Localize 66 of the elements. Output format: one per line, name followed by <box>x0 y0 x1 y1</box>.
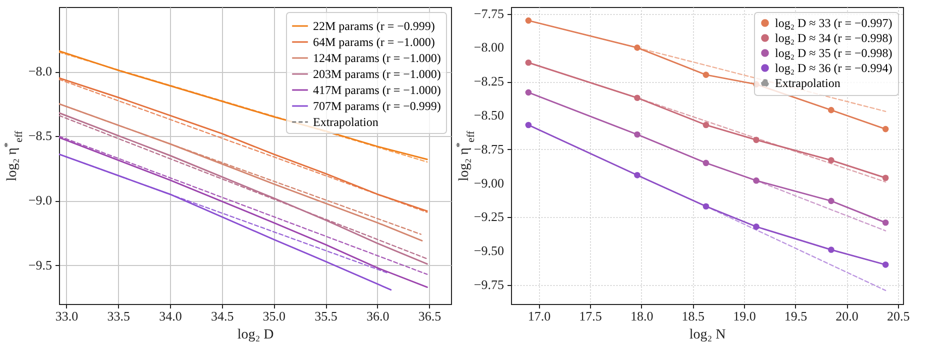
x-tick-label: 36.5 <box>418 308 442 324</box>
point <box>828 106 834 114</box>
point <box>525 89 532 96</box>
x-tick-label: 34.5 <box>210 308 234 324</box>
point <box>753 177 760 184</box>
y-tick-label: −7.75 <box>474 6 504 21</box>
point <box>634 172 640 178</box>
point <box>702 122 710 128</box>
point <box>828 198 834 204</box>
point <box>525 17 532 24</box>
legend-label: log₂ D ≈ 34 (r = −0.998) <box>775 31 892 45</box>
x-tick-label: 18.0 <box>630 308 654 324</box>
legend-label: 124M params (r = −1.000) <box>313 51 441 65</box>
point <box>882 219 889 226</box>
x-tick-label: 19.5 <box>784 308 808 324</box>
y-tick-label: −9.00 <box>474 175 504 190</box>
point <box>828 157 834 164</box>
x-axis-title: log₂ N <box>689 328 726 342</box>
legend-label: Extrapolation <box>775 76 840 90</box>
y-tick-label: −9.75 <box>474 277 504 292</box>
point <box>702 72 710 78</box>
legend-label: Extrapolation <box>313 115 378 129</box>
point <box>702 160 710 166</box>
point <box>525 122 532 128</box>
point <box>882 174 889 182</box>
point <box>753 136 760 144</box>
x-tick-label: 33.5 <box>107 308 130 324</box>
legend-label: 417M params (r = −1.000) <box>313 83 441 97</box>
x-tick-label: 35.5 <box>314 308 338 324</box>
y-tick-label: −8.75 <box>474 141 504 156</box>
x-tick-label: 17.5 <box>579 308 602 324</box>
x-tick-label: 17.0 <box>528 308 551 324</box>
x-tick-label: 35.0 <box>262 308 286 324</box>
x-tick-label: 20.5 <box>886 308 910 324</box>
legend-label: log₂ D ≈ 35 (r = −0.998) <box>775 46 892 60</box>
legend-label: 707M params (r = −0.999) <box>313 99 441 113</box>
point <box>828 246 834 253</box>
x-tick-label: 33.0 <box>55 308 78 324</box>
x-tick-label: 19.0 <box>733 308 756 324</box>
point <box>882 126 889 132</box>
x-axis-title: log₂ D <box>237 328 274 342</box>
x-tick-label: 18.5 <box>682 308 705 324</box>
y-tick-label: −8.5 <box>28 128 52 144</box>
point <box>634 131 640 138</box>
legend-label: log₂ D ≈ 33 (r = −0.997) <box>775 16 892 30</box>
y-tick-label: −9.5 <box>28 257 52 272</box>
legend-label: 64M params (r = −1.000) <box>313 35 435 49</box>
x-tick-label: 34.0 <box>159 308 182 324</box>
point <box>634 44 640 51</box>
y-tick-label: −8.25 <box>474 74 504 89</box>
point <box>634 94 640 102</box>
x-tick-label: 36.0 <box>366 308 390 324</box>
y-tick-label: −8.00 <box>474 40 504 55</box>
y-tick-label: −8.50 <box>474 107 504 122</box>
legend-label: log₂ D ≈ 36 (r = −0.994) <box>775 61 892 75</box>
point <box>753 224 760 230</box>
point <box>525 59 532 66</box>
y-tick-label: −9.50 <box>474 243 504 258</box>
legend-label: 203M params (r = −1.000) <box>313 67 441 81</box>
y-tick-label: −9.25 <box>474 209 504 224</box>
point <box>882 262 889 268</box>
x-tick-label: 20.0 <box>836 308 858 324</box>
y-tick-label: −9.0 <box>28 192 52 208</box>
y-tick-label: −8.0 <box>28 64 52 79</box>
legend-label: 22M params (r = −0.999) <box>313 19 435 33</box>
point <box>702 203 710 210</box>
